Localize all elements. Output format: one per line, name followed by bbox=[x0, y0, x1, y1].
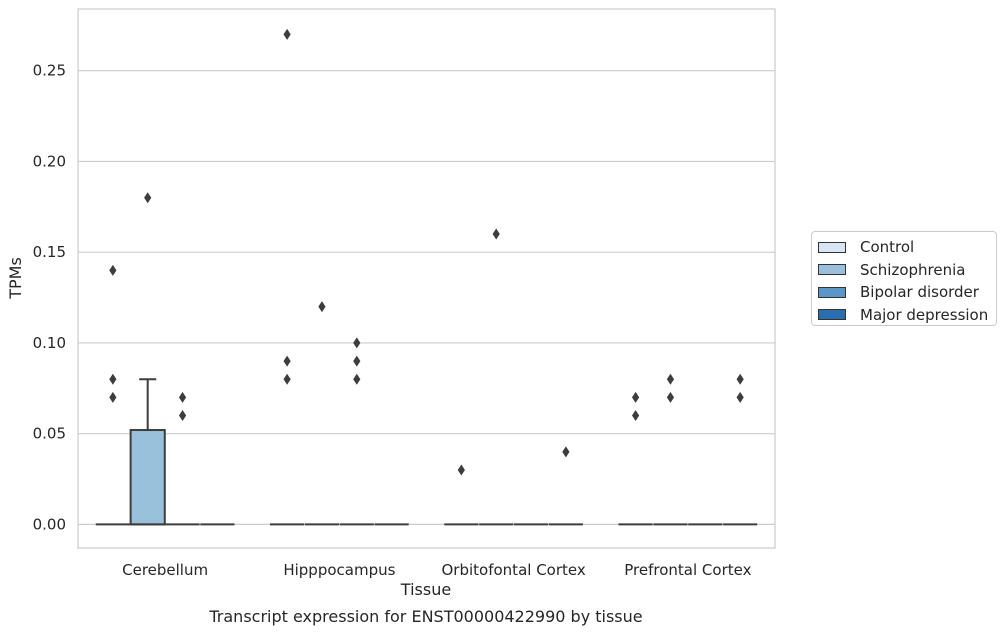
outlier-point bbox=[736, 391, 744, 403]
legend-item: Bipolar disorder bbox=[818, 281, 996, 304]
y-tick-label: 0.15 bbox=[33, 243, 66, 261]
outlier-point bbox=[457, 464, 465, 476]
box-body bbox=[129, 429, 166, 526]
legend-label: Control bbox=[860, 238, 915, 257]
legend-swatch bbox=[818, 241, 846, 253]
grid-lines bbox=[78, 70, 775, 526]
x-tick-label: Hipppocampus bbox=[283, 561, 395, 579]
legend-swatch bbox=[818, 286, 846, 298]
legend-label: Major depression bbox=[860, 305, 989, 324]
y-axis-title: TPMs bbox=[6, 257, 25, 300]
y-tick-label: 0.00 bbox=[33, 515, 66, 533]
outlier-point bbox=[492, 228, 500, 240]
legend-label: Schizophrenia bbox=[860, 260, 966, 279]
y-tick-label: 0.05 bbox=[33, 425, 66, 443]
x-tick-label: Orbitofontal Cortex bbox=[442, 561, 586, 579]
legend-item: Schizophrenia bbox=[818, 259, 996, 282]
outlier-point bbox=[109, 373, 117, 385]
outlier-point bbox=[632, 391, 640, 403]
plot-area-frame bbox=[77, 8, 776, 549]
x-tick-label: Cerebellum bbox=[122, 561, 208, 579]
outliers bbox=[109, 28, 744, 476]
x-axis-title: Tissue bbox=[400, 580, 451, 599]
outlier-point bbox=[109, 264, 117, 276]
chart-caption: Transcript expression for ENST0000042299… bbox=[208, 607, 642, 626]
y-tick-label: 0.25 bbox=[33, 62, 66, 80]
outlier-point bbox=[632, 410, 640, 422]
y-tick-label: 0.10 bbox=[33, 334, 66, 352]
y-tick-labels: 0.00 0.05 0.10 0.15 0.20 0.25 bbox=[33, 62, 66, 534]
legend-swatch bbox=[818, 309, 846, 321]
outlier-point bbox=[109, 391, 117, 403]
y-tick-label: 0.20 bbox=[33, 152, 66, 170]
outlier-point bbox=[353, 355, 361, 367]
outlier-point bbox=[283, 28, 291, 40]
outlier-point bbox=[283, 355, 291, 367]
outlier-point bbox=[736, 373, 744, 385]
boxes bbox=[95, 378, 758, 526]
legend-label: Bipolar disorder bbox=[860, 283, 979, 302]
outlier-point bbox=[283, 373, 291, 385]
outlier-point bbox=[666, 391, 675, 403]
legend-item: Control bbox=[818, 236, 996, 259]
outlier-point bbox=[144, 192, 152, 204]
x-tick-label: Prefrontal Cortex bbox=[624, 561, 751, 579]
outlier-point bbox=[562, 446, 570, 458]
outlier-point bbox=[178, 410, 187, 422]
outlier-point bbox=[666, 373, 675, 385]
x-tick-labels: Cerebellum Hipppocampus Orbitofontal Corte… bbox=[122, 561, 751, 579]
legend: Control Schizophrenia Bipolar disorder Majo… bbox=[811, 231, 997, 326]
box-schizophrenia bbox=[129, 378, 166, 526]
outlier-point bbox=[178, 391, 187, 403]
legend-swatch bbox=[818, 264, 846, 276]
outlier-point bbox=[353, 373, 361, 385]
legend-item: Major depression bbox=[818, 304, 996, 327]
outlier-point bbox=[318, 301, 326, 313]
outlier-point bbox=[353, 337, 361, 349]
